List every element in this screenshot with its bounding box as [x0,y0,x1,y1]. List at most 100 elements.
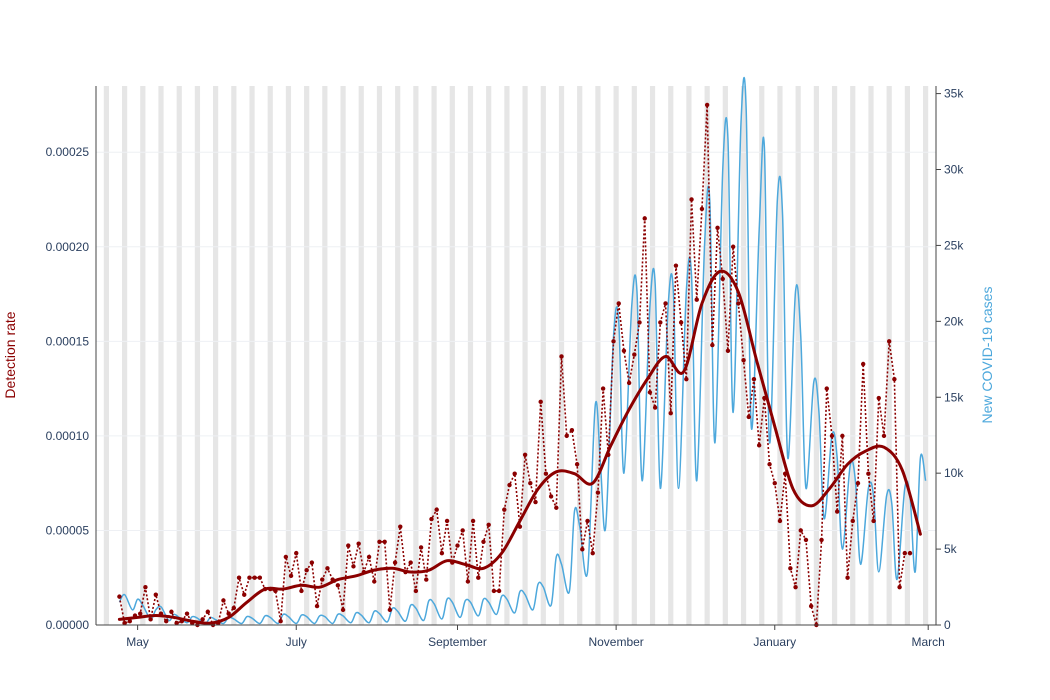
shaded-band [540,86,546,625]
detection-rate-point [632,352,637,357]
shaded-band [376,86,383,625]
detection-rate-point [164,619,169,624]
detection-rate-point [486,522,491,527]
detection-rate-point [351,564,356,569]
x-tick-label: July [286,635,307,649]
detection-rate-point [278,619,283,624]
right-y-tick-label: 25k [944,238,964,252]
detection-rate-point [725,348,731,353]
detection-rate-point [502,507,507,512]
detection-rate-point [621,348,627,353]
detection-rate-point [470,518,476,524]
shaded-band [813,86,819,625]
detection-rate-point [590,550,595,556]
detection-rate-point [408,560,413,565]
series-2 [117,269,922,625]
detection-rate-point [314,603,320,609]
detection-rate-point [710,342,715,348]
shaded-band [467,86,474,625]
detection-rate-point [138,611,143,616]
left-y-tick-label: 0.00020 [46,240,90,254]
x-tick-label: September [428,635,487,649]
detection-rate-point [642,216,647,221]
detection-rate-point [476,575,481,580]
detection-rate-point [491,588,497,594]
shaded-band [358,86,364,625]
detection-rate-point [886,339,892,344]
detection-rate-point [684,376,689,382]
detection-rate-point [595,490,601,495]
detection-rate-point [678,320,684,325]
detection-rate-point [444,518,450,524]
detection-rate-point [413,588,419,594]
shaded-band [777,86,783,625]
detection-rate-point [247,575,252,580]
detection-rate-point [127,619,133,624]
detection-rate-point [424,577,429,582]
shaded-band [886,86,892,625]
shaded-band [267,86,273,625]
detection-rate-point [356,541,361,546]
detection-rate-point [860,361,866,367]
detection-rate-point [460,528,465,533]
detection-rate-point [746,414,751,420]
detection-rate-point [320,577,325,582]
shaded-band [486,86,492,625]
shaded-band [504,86,510,625]
axes [95,86,937,626]
detection-rate-point [772,480,777,486]
detection-rate-point [704,102,710,108]
right-y-tick-label: 35k [944,87,964,101]
detection-rate-trend-line [117,269,922,625]
shaded-band [285,86,292,625]
detection-rate-point [252,575,257,580]
detection-rate-point [496,588,502,594]
detection-rate-point [429,516,434,522]
shaded-band [140,86,146,625]
detection-rate-point [777,518,783,524]
detection-rate-point [834,509,840,514]
detection-rate-point [569,428,575,433]
detection-rate-point [221,598,226,603]
right-y-tick-label: 10k [944,466,964,480]
detection-rate-point [574,462,580,467]
detection-rate-point [346,543,351,548]
detection-rate-point [200,617,205,622]
x-tick-label: January [753,635,796,649]
detection-rate-point [122,620,127,626]
shaded-band [759,86,765,625]
detection-rate-point [512,471,517,476]
detection-rate-point [148,617,153,622]
detection-rate-point [117,594,122,599]
detection-rate-point [600,386,606,391]
detection-rate-point [242,592,247,597]
detection-rate-point [652,405,658,410]
shaded-band [904,86,910,625]
detection-rate-point [335,583,341,588]
detection-rate-point [616,301,621,306]
shaded-band [668,86,674,625]
shaded-band [122,86,128,625]
left-y-tick-label: 0.00025 [46,145,90,159]
detection-rate-point [720,276,725,282]
right-y-axis-title: New COVID-19 cases [979,287,995,424]
detection-rate-point [392,560,398,565]
detection-rate-point [236,575,242,580]
detection-rate-point [803,537,809,543]
series-0 [118,76,927,625]
shaded-band [649,86,656,625]
detection-rate-point [143,584,148,590]
detection-rate-point [309,560,315,565]
shaded-band [922,86,929,625]
detection-rate-point [715,225,720,231]
detection-rate-point [455,543,460,548]
detection-rate-point [382,539,387,544]
shaded-band [722,86,728,625]
detection-rate-point [528,480,533,486]
right-y-tick-label: 5k [944,542,958,556]
series-1 [117,102,913,628]
shaded-band [868,86,874,625]
detection-rate-point [564,433,569,439]
shaded-band [704,86,710,625]
